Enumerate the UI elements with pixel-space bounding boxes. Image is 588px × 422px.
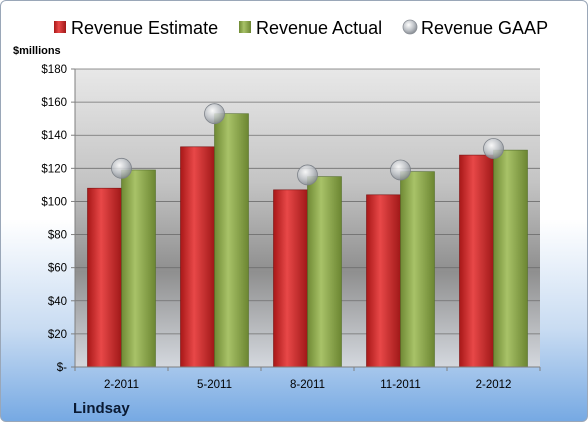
legend-label-revenue-gaap: Revenue GAAP — [421, 18, 548, 38]
y-tick-label: $140 — [41, 130, 67, 142]
revenue-actual-bar — [121, 169, 156, 368]
gaap-markers — [111, 103, 504, 186]
y-tick-label: $120 — [41, 163, 67, 175]
revenue-gaap-marker — [204, 103, 225, 125]
y-tick-label: $40 — [48, 296, 67, 308]
legend-label-revenue-estimate: Revenue Estimate — [71, 18, 218, 38]
legend: Revenue Estimate Revenue Actual Revenue … — [54, 18, 548, 38]
revenue-gaap-marker — [483, 138, 504, 159]
revenue-actual-bar — [400, 171, 435, 368]
revenue-estimate-bar — [87, 187, 122, 368]
y-tick-label: $20 — [48, 329, 67, 341]
bars — [87, 113, 528, 368]
x-axis-labels: 2-2011 5-2011 8-2011 11-2011 2-2012 — [74, 367, 541, 391]
y-axis-ticks: $- $20 $40 $60 $80 $100 $120 $140 $160 $180 — [41, 64, 75, 374]
revenue-estimate-bar — [366, 194, 401, 368]
y-tick-label: $80 — [48, 230, 67, 242]
x-tick-label: 2-2011 — [104, 379, 139, 391]
legend-item-revenue-gaap: Revenue GAAP — [402, 18, 548, 38]
y-tick-label: $- — [57, 362, 67, 374]
revenue-gaap-marker — [111, 157, 132, 179]
x-tick-label: 8-2011 — [290, 379, 325, 391]
legend-swatch-revenue-actual — [239, 21, 251, 33]
legend-item-revenue-actual: Revenue Actual — [239, 18, 382, 38]
revenue-actual-bar — [493, 149, 528, 368]
revenue-estimate-bar — [180, 146, 215, 368]
y-tick-label: $180 — [41, 64, 67, 76]
x-tick-label: 11-2011 — [380, 379, 421, 391]
company-name: Lindsay — [73, 400, 130, 417]
revenue-estimate-bar — [459, 154, 494, 368]
y-tick-label: $100 — [41, 196, 67, 208]
legend-item-revenue-estimate: Revenue Estimate — [54, 18, 218, 38]
x-tick-label: 5-2011 — [197, 379, 232, 391]
revenue-gaap-marker — [390, 159, 411, 181]
x-tick-label: 2-2012 — [476, 379, 512, 391]
revenue-actual-bar — [307, 176, 342, 368]
revenue-gaap-marker — [297, 164, 318, 186]
legend-marker-revenue-gaap — [402, 19, 418, 35]
revenue-estimate-bar — [273, 189, 308, 368]
legend-swatch-revenue-estimate — [54, 21, 66, 33]
y-tick-label: $60 — [48, 263, 67, 275]
legend-label-revenue-actual: Revenue Actual — [256, 18, 382, 38]
y-tick-label: $160 — [41, 97, 67, 109]
revenue-actual-bar — [214, 113, 249, 368]
y-axis-unit-label: $millions — [13, 45, 61, 57]
